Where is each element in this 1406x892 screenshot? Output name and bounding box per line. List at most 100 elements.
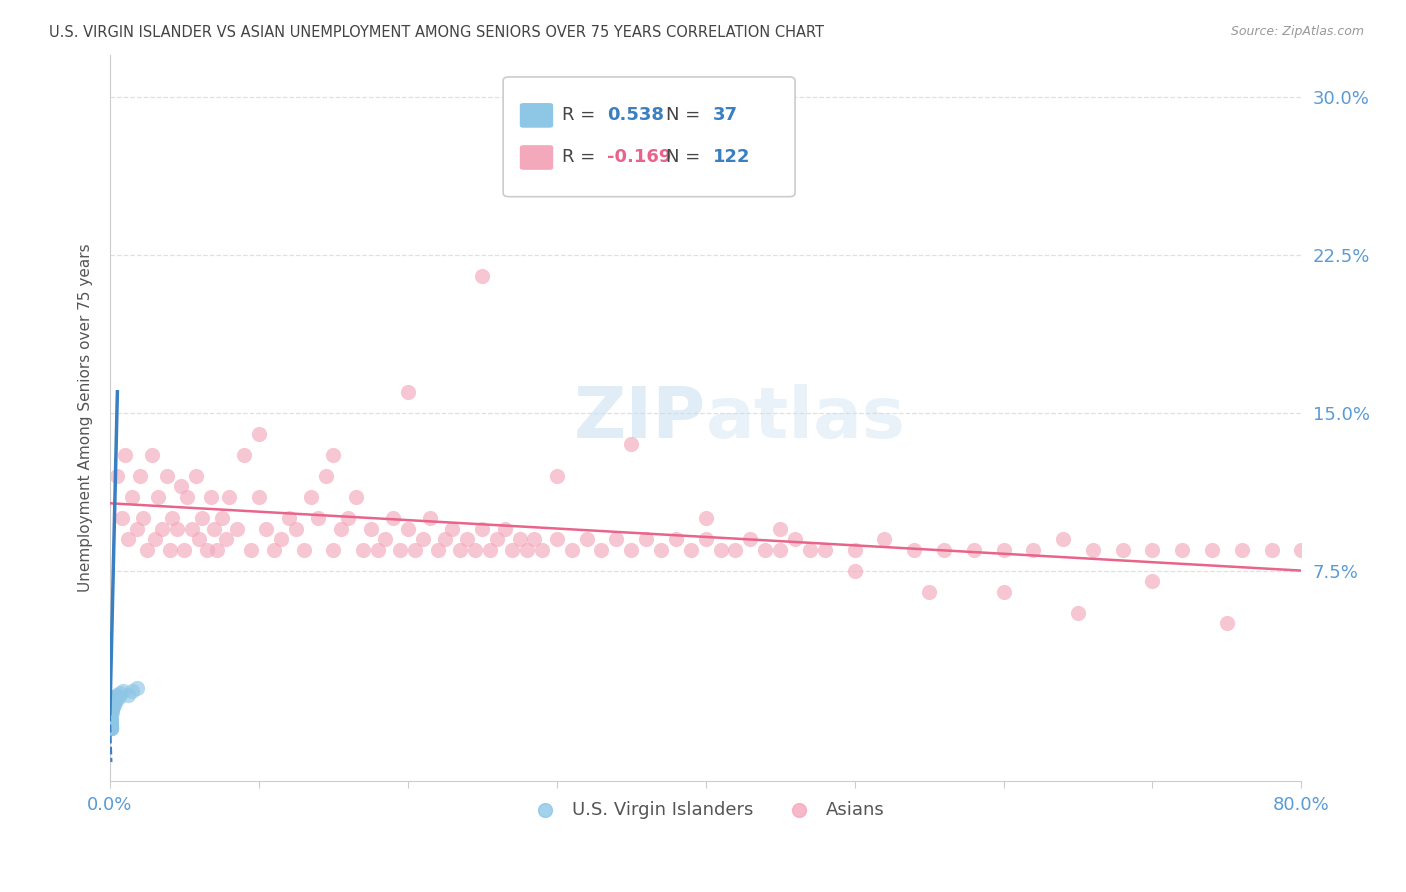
Point (620, 542, 643, 557)
Point (100, 722, 122, 736)
Point (508, 532, 530, 546)
Point (146, 490, 169, 504)
Point (270, 532, 292, 546)
Point (101, 694, 124, 708)
Point (100, 713, 122, 727)
Point (307, 511, 329, 525)
Text: N =: N = (666, 106, 706, 124)
Point (247, 426, 270, 441)
Point (963, 542, 986, 557)
FancyBboxPatch shape (520, 145, 553, 169)
Point (516, 542, 538, 557)
Point (344, 490, 367, 504)
Point (117, 688, 139, 702)
Point (100, 715, 122, 730)
Point (104, 690, 127, 704)
Point (100, 722, 122, 736)
Point (873, 532, 896, 546)
Point (195, 542, 218, 557)
Point (121, 490, 143, 504)
Point (186, 469, 208, 483)
Point (396, 384, 419, 399)
Point (143, 532, 166, 546)
Point (799, 542, 821, 557)
Text: Source: ZipAtlas.com: Source: ZipAtlas.com (1230, 25, 1364, 38)
Point (100, 702, 122, 716)
FancyBboxPatch shape (520, 103, 553, 128)
Point (101, 698, 124, 713)
Point (1081, 542, 1104, 557)
Point (101, 700, 124, 714)
Point (575, 532, 598, 546)
Point (724, 542, 747, 557)
Point (546, 532, 568, 546)
Point (471, 522, 494, 536)
Point (546, 469, 568, 483)
Point (783, 532, 806, 546)
Point (360, 522, 382, 536)
Point (191, 511, 214, 525)
Text: U.S. VIRGIN ISLANDER VS ASIAN UNEMPLOYMENT AMONG SENIORS OVER 75 YEARS CORRELATI: U.S. VIRGIN ISLANDER VS ASIAN UNEMPLOYME… (49, 25, 824, 40)
Point (233, 448, 256, 462)
Point (918, 584, 941, 599)
Point (150, 522, 173, 536)
Point (173, 542, 195, 557)
Point (478, 542, 501, 557)
Point (322, 542, 344, 557)
Point (426, 542, 449, 557)
Point (636, 532, 658, 546)
Point (211, 511, 233, 525)
Point (176, 490, 198, 504)
Text: 0.538: 0.538 (607, 106, 664, 124)
Point (396, 522, 419, 536)
Text: R =: R = (561, 106, 600, 124)
Point (101, 696, 124, 710)
Point (100, 705, 122, 719)
Point (486, 532, 509, 546)
Point (136, 542, 159, 557)
Point (337, 511, 360, 525)
Point (1171, 542, 1194, 557)
Point (103, 694, 125, 708)
Point (419, 511, 441, 525)
Point (456, 532, 478, 546)
Point (299, 490, 322, 504)
Point (100, 722, 122, 736)
Point (993, 542, 1015, 557)
Point (1142, 574, 1164, 588)
Point (111, 511, 134, 525)
Legend: U.S. Virgin Islanders, Asians: U.S. Virgin Islanders, Asians (520, 794, 891, 826)
Point (128, 469, 150, 483)
Point (1067, 606, 1090, 620)
Point (464, 542, 486, 557)
Point (1142, 542, 1164, 557)
Point (1260, 542, 1282, 557)
Point (285, 522, 308, 536)
Point (844, 542, 866, 557)
Point (188, 532, 211, 546)
Text: atlas: atlas (706, 384, 905, 452)
Point (434, 532, 457, 546)
Text: -0.169: -0.169 (607, 148, 671, 167)
Point (105, 469, 128, 483)
Point (516, 121, 538, 136)
Point (650, 542, 672, 557)
Point (103, 692, 125, 706)
FancyBboxPatch shape (503, 77, 794, 196)
Point (494, 522, 516, 536)
Point (1022, 542, 1045, 557)
Point (679, 542, 702, 557)
Point (754, 542, 776, 557)
Point (315, 469, 337, 483)
Point (101, 700, 124, 714)
Point (441, 522, 464, 536)
Point (292, 542, 315, 557)
Point (112, 683, 135, 698)
Point (1052, 532, 1074, 546)
Point (381, 511, 404, 525)
Point (131, 511, 153, 525)
Point (205, 542, 228, 557)
Point (329, 522, 352, 536)
Point (412, 532, 434, 546)
Point (1201, 542, 1223, 557)
